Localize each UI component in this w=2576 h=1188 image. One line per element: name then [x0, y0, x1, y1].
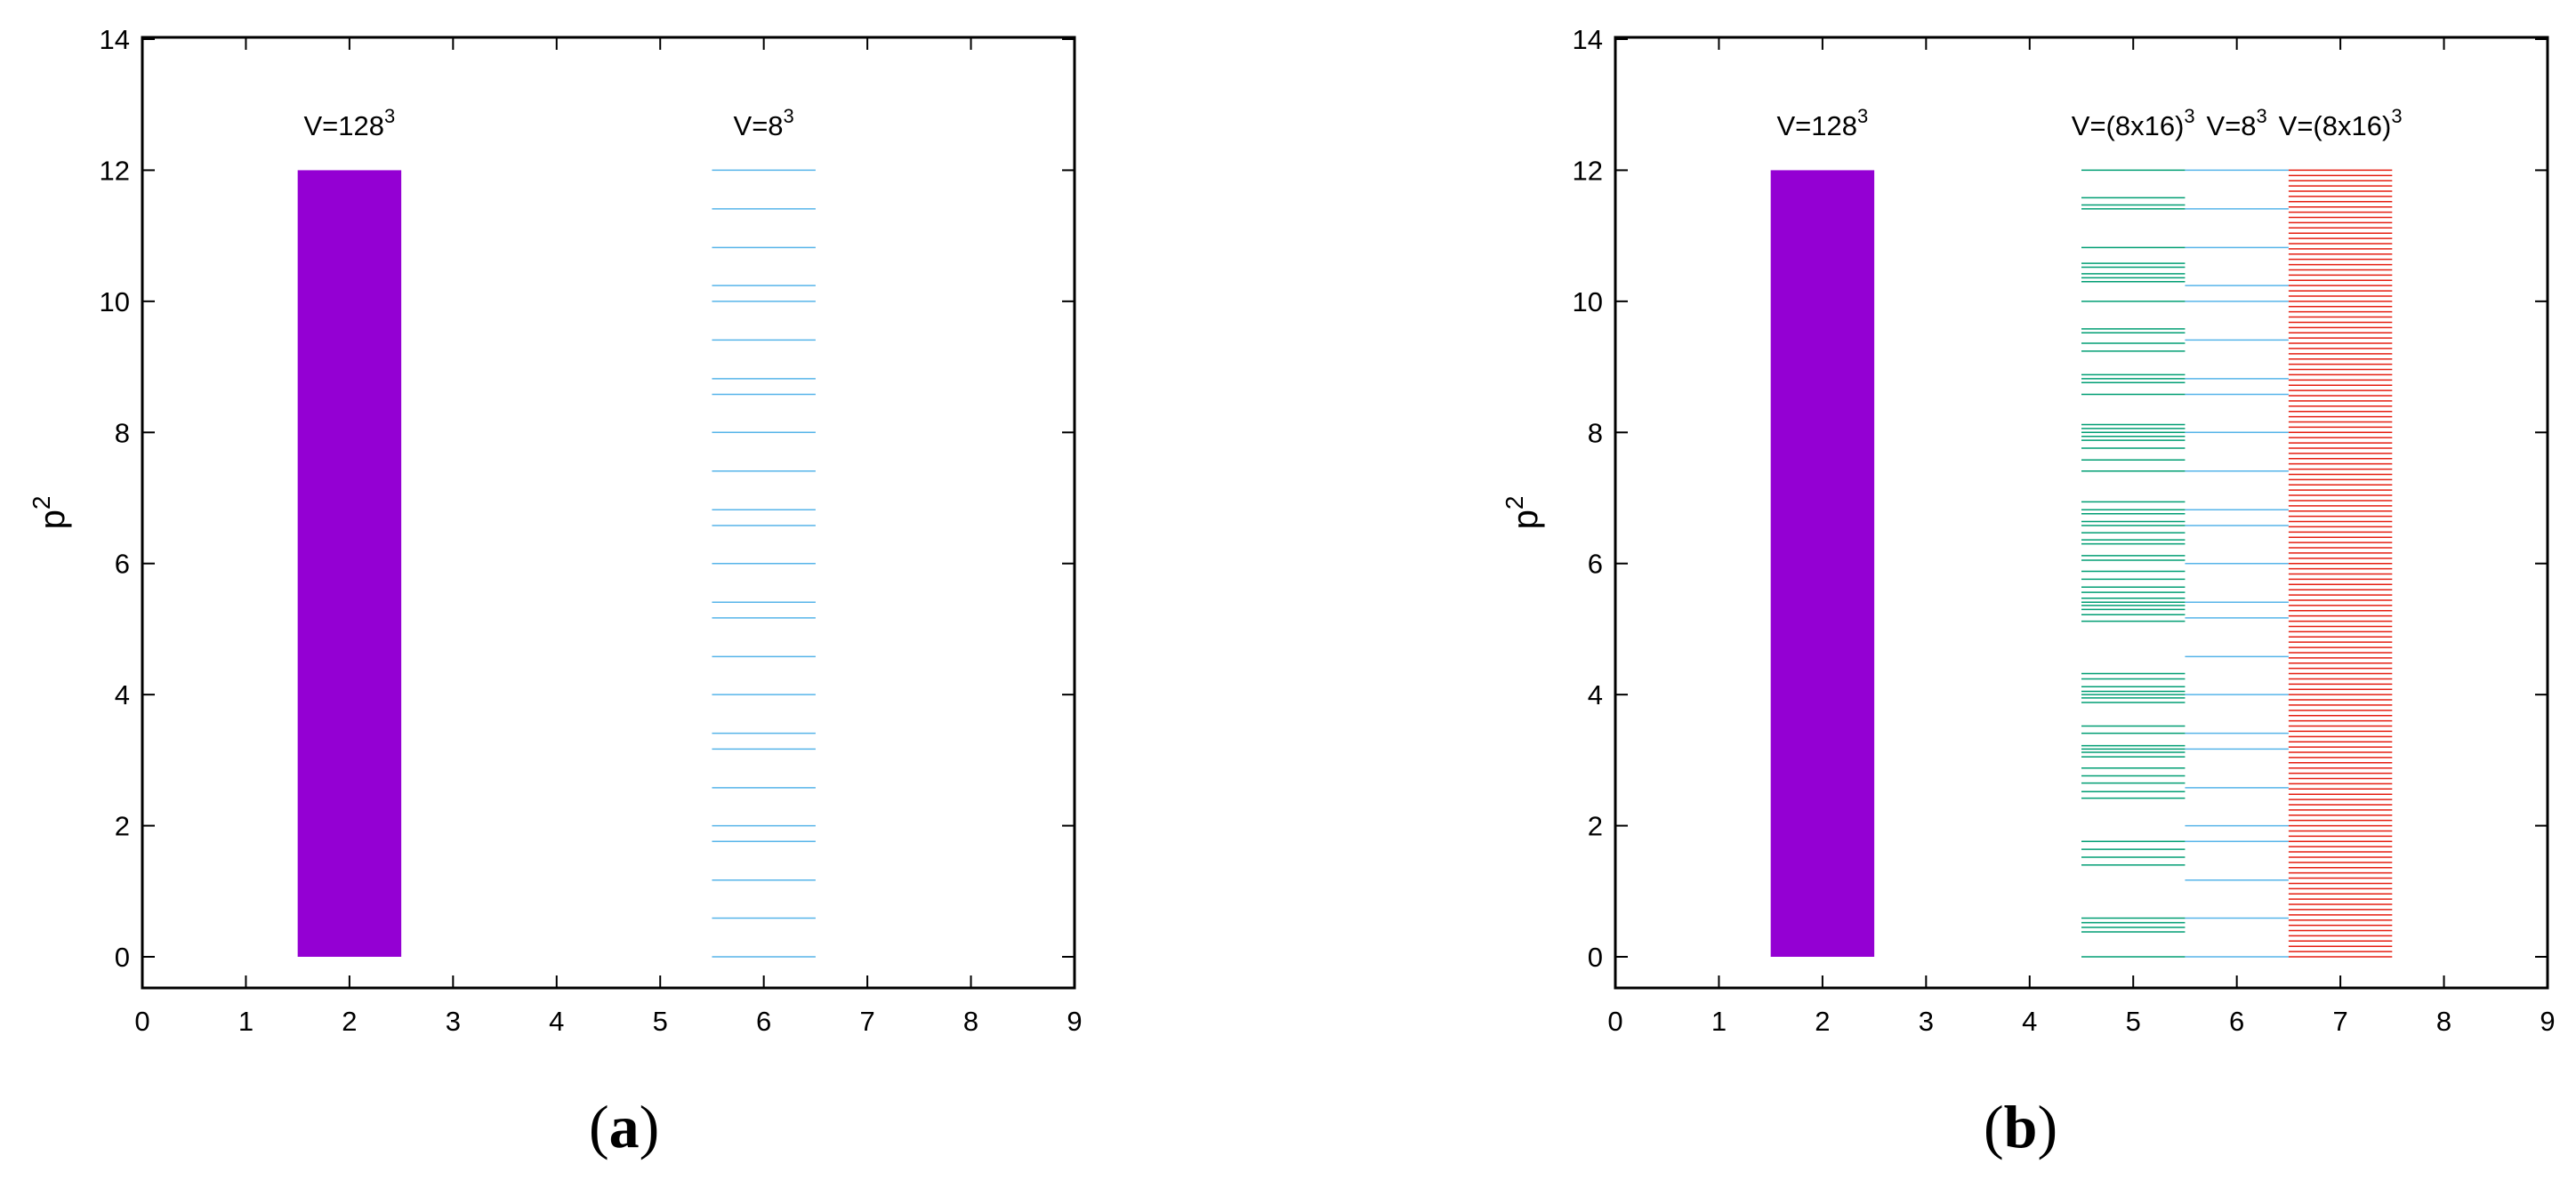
volume-annotation-base: V=128 [304, 110, 385, 141]
y-tick-label: 2 [115, 811, 130, 842]
y-tick-label: 12 [100, 155, 130, 186]
y-tick-label: 14 [100, 24, 130, 55]
y-tick-label: 12 [1573, 155, 1603, 186]
volume-annotation: V=83 [734, 105, 794, 141]
volume-annotation-superscript: 3 [2184, 105, 2194, 127]
panel-label-b-letter: b [2003, 1093, 2038, 1160]
y-tick-label: 14 [1573, 24, 1603, 55]
y-axis-label-superscript: 2 [28, 496, 55, 510]
panel-label-a-letter: a [608, 1093, 640, 1160]
x-tick-label: 5 [2126, 1006, 2141, 1037]
x-tick-label: 8 [2436, 1006, 2451, 1037]
x-tick-label: 5 [653, 1006, 668, 1037]
y-tick-label: 2 [1588, 811, 1603, 842]
plot-frame [141, 36, 1076, 990]
x-tick-label: 0 [134, 1006, 149, 1037]
x-tick-label: 2 [342, 1006, 357, 1037]
volume-annotation-base: V=8 [734, 110, 784, 141]
volume-annotation-base: V=(8x16) [2279, 110, 2392, 141]
volume-annotation-base: V=8 [2207, 110, 2257, 141]
y-tick-label: 0 [1588, 942, 1603, 973]
x-tick-label: 1 [1711, 1006, 1727, 1037]
volume-annotation: V=1283 [1777, 105, 1869, 141]
y-tick-label: 4 [115, 679, 130, 710]
y-tick-label: 0 [115, 942, 130, 973]
x-tick-label: 2 [1815, 1006, 1830, 1037]
y-axis-label-base: p [1506, 510, 1545, 529]
volume-annotation: V=1283 [304, 105, 396, 141]
x-tick-label: 7 [2332, 1006, 2347, 1037]
x-tick-label: 9 [2540, 1006, 2555, 1037]
y-tick-label: 10 [1573, 286, 1603, 317]
x-tick-label: 9 [1067, 1006, 1082, 1037]
x-tick-label: 7 [859, 1006, 874, 1037]
y-axis-label-superscript: 2 [1501, 496, 1528, 510]
volume-annotation: V=(8x16)3 [2279, 105, 2403, 141]
y-tick-label: 6 [115, 549, 130, 580]
spectrum-band [1770, 170, 1875, 957]
x-tick-label: 1 [238, 1006, 254, 1037]
plot-frame [1614, 36, 2549, 990]
volume-annotation-superscript: 3 [1857, 105, 1868, 127]
panel-label-b: (b) [1984, 1093, 2058, 1160]
y-axis-label: p2 [28, 496, 72, 530]
volume-annotation-superscript: 3 [384, 105, 395, 127]
volume-annotation: V=(8x16)3 [2072, 105, 2195, 141]
volume-annotation-superscript: 3 [2257, 105, 2267, 127]
y-tick-label: 8 [115, 417, 130, 448]
x-tick-label: 0 [1607, 1006, 1622, 1037]
x-tick-label: 4 [549, 1006, 564, 1037]
x-tick-label: 3 [446, 1006, 461, 1037]
y-tick-label: 8 [1588, 417, 1603, 448]
x-tick-label: 6 [756, 1006, 771, 1037]
y-tick-label: 6 [1588, 549, 1603, 580]
spectrum-band [297, 170, 402, 957]
x-tick-label: 8 [963, 1006, 978, 1037]
x-tick-label: 4 [2022, 1006, 2037, 1037]
volume-annotation-superscript: 3 [2391, 105, 2402, 127]
y-axis-label: p2 [1501, 496, 1545, 530]
volume-annotation: V=83 [2207, 105, 2267, 141]
volume-annotation-base: V=(8x16) [2072, 110, 2185, 141]
y-tick-label: 4 [1588, 679, 1603, 710]
volume-annotation-superscript: 3 [784, 105, 794, 127]
volume-annotation-base: V=128 [1777, 110, 1858, 141]
x-tick-label: 6 [2229, 1006, 2244, 1037]
y-tick-label: 10 [100, 286, 130, 317]
x-tick-label: 3 [1919, 1006, 1934, 1037]
panel-label-a: (a) [589, 1093, 660, 1160]
y-axis-label-base: p [33, 510, 72, 529]
